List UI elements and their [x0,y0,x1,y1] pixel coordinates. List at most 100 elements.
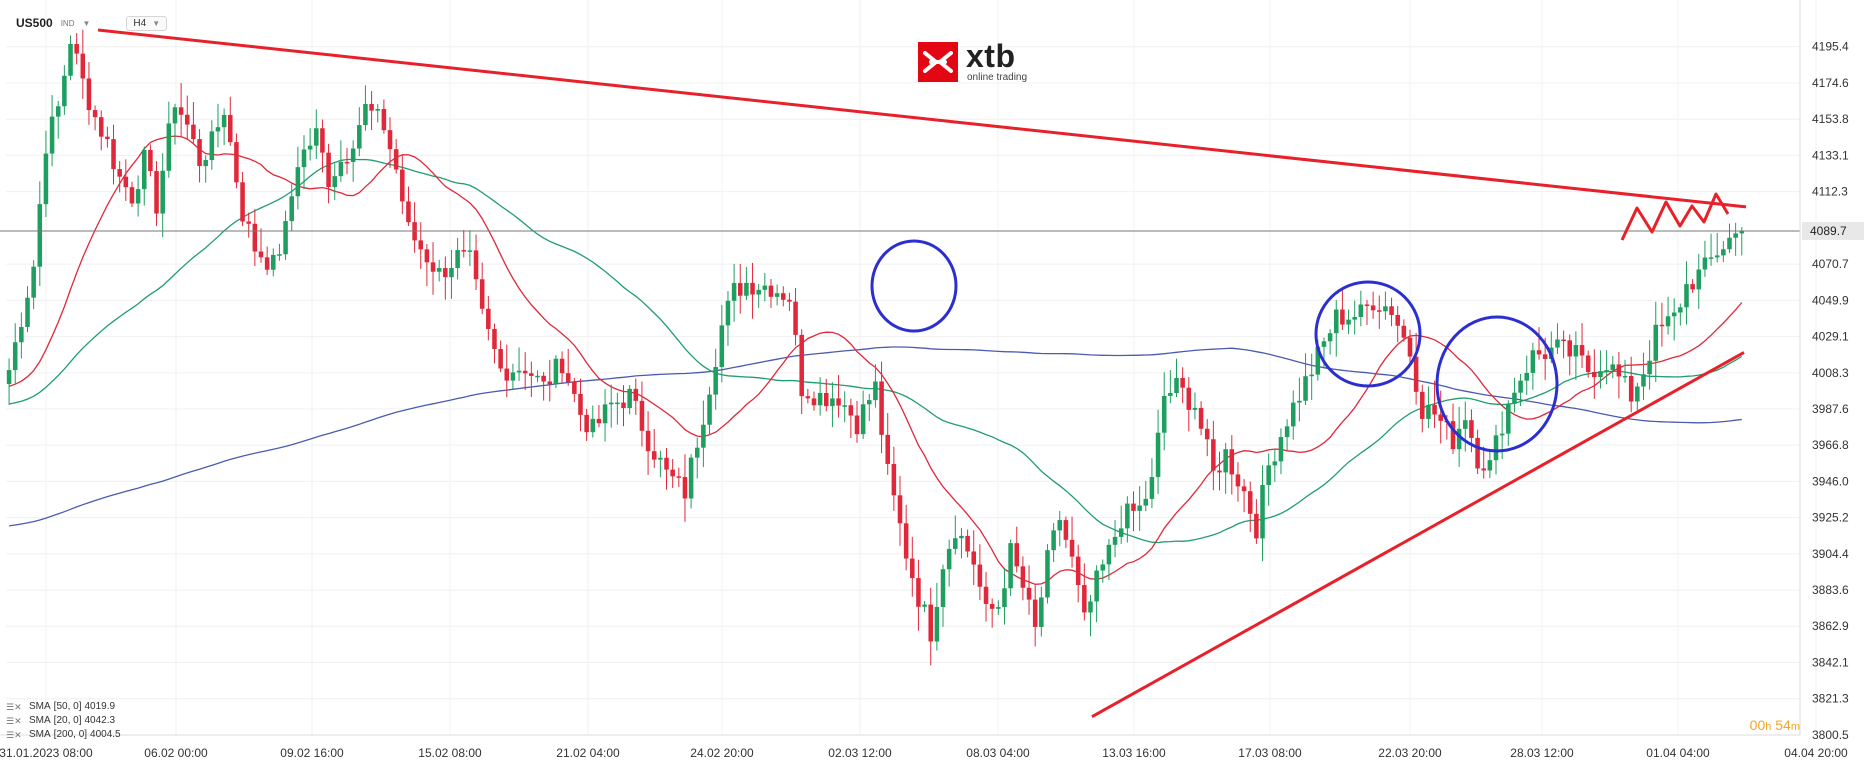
candle[interactable] [836,374,841,418]
candle[interactable] [172,103,178,145]
candle[interactable] [996,600,1001,616]
projection-zigzag[interactable] [1620,192,1730,241]
candle[interactable] [191,102,196,143]
candle[interactable] [1333,299,1339,357]
candle[interactable] [602,389,608,442]
candle[interactable] [332,163,337,201]
candle[interactable] [799,329,804,415]
candle[interactable] [529,361,534,398]
candle[interactable] [375,104,381,123]
candle[interactable] [1647,340,1652,390]
candle[interactable] [1266,453,1271,506]
candle[interactable] [246,212,251,238]
candle[interactable] [406,186,411,227]
candle[interactable] [989,598,995,628]
candle[interactable] [215,103,221,148]
candle[interactable] [983,572,989,622]
candle[interactable] [1684,261,1689,325]
candle[interactable] [1506,400,1511,446]
candle[interactable] [774,284,780,306]
candle[interactable] [240,171,245,227]
candle[interactable] [486,295,491,341]
candle[interactable] [1131,491,1136,532]
candle[interactable] [1733,222,1738,256]
candle[interactable] [824,378,829,412]
legend-sma-200[interactable]: ☰✕ SMA [200, 0] 4004.5 [6,728,121,742]
candle[interactable] [713,348,718,410]
candle[interactable] [903,504,909,571]
candle[interactable] [621,385,626,427]
candle[interactable] [1026,565,1032,615]
candle[interactable] [289,184,294,232]
highlight-circles[interactable] [870,239,1559,453]
candle[interactable] [1082,563,1087,621]
candle[interactable] [443,256,448,300]
candle[interactable] [1174,358,1179,398]
candle[interactable] [1635,382,1640,411]
candle[interactable] [449,250,454,299]
candle[interactable] [1702,240,1708,277]
timeframe-selector[interactable]: H4 ▼ [126,15,168,31]
candle[interactable] [1254,499,1259,544]
candle[interactable] [1352,300,1357,335]
candle[interactable] [1327,329,1333,355]
candle[interactable] [1106,538,1112,580]
candle[interactable] [756,283,761,308]
candle[interactable] [848,398,854,439]
candle[interactable] [467,230,473,266]
candle[interactable] [271,248,276,277]
candle[interactable] [787,292,792,311]
symbol-label[interactable]: US500 [16,16,53,30]
candle[interactable] [737,263,743,314]
candle[interactable] [1598,350,1603,389]
candle[interactable] [934,582,940,651]
candle[interactable] [590,405,596,438]
candle[interactable] [750,262,755,319]
candle[interactable] [1069,516,1075,568]
candle[interactable] [1241,479,1247,513]
candle[interactable] [842,391,847,423]
candle[interactable] [1217,451,1222,491]
candle[interactable] [565,348,571,386]
candle[interactable] [547,359,553,402]
candle[interactable] [1487,449,1493,479]
candle[interactable] [1641,352,1646,401]
candle[interactable] [553,355,559,389]
candle[interactable] [277,243,282,261]
candle[interactable] [1045,544,1050,604]
candle[interactable] [62,65,67,115]
candle[interactable] [1112,519,1118,558]
candle[interactable] [768,279,774,308]
candle[interactable] [154,161,159,227]
highlight-circle[interactable] [870,239,958,333]
candle[interactable] [1739,227,1745,256]
candle[interactable] [965,529,970,558]
candle[interactable] [1659,302,1665,347]
candle[interactable] [688,454,694,509]
candle[interactable] [1309,353,1314,401]
candle[interactable] [148,144,153,177]
candle[interactable] [430,242,436,295]
candle[interactable] [1278,428,1284,475]
candle[interactable] [37,181,43,286]
candle[interactable] [910,536,915,597]
candle[interactable] [203,155,208,183]
candle[interactable] [1094,565,1099,623]
candle[interactable] [1518,374,1523,407]
candle[interactable] [885,413,890,475]
candle[interactable] [1168,370,1173,404]
candle[interactable] [1364,300,1370,325]
candle[interactable] [694,437,700,479]
candle[interactable] [1592,349,1597,399]
candle[interactable] [1260,465,1265,562]
candle[interactable] [387,117,393,168]
candle[interactable] [1604,350,1609,385]
candle[interactable] [1475,429,1480,475]
candle[interactable] [1161,372,1167,451]
candle[interactable] [522,352,528,391]
candle[interactable] [1696,253,1702,309]
candle[interactable] [608,384,614,428]
candle[interactable] [80,29,86,99]
candle[interactable] [105,126,110,148]
candle[interactable] [1192,392,1198,420]
